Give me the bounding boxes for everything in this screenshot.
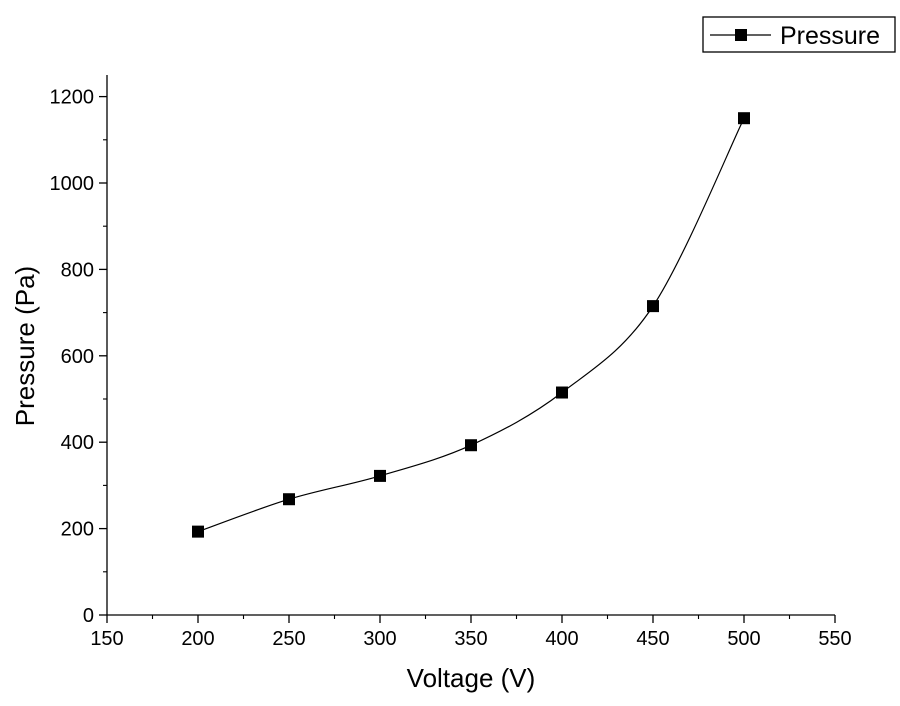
x-tick-label: 350 xyxy=(454,628,487,650)
y-tick-label: 1000 xyxy=(50,173,95,195)
series-line xyxy=(197,117,745,533)
x-tick-label: 500 xyxy=(727,628,760,650)
y-axis-label: Pressure (Pa) xyxy=(10,266,40,426)
x-tick-label: 450 xyxy=(636,628,669,650)
axes: 150 200 250 300 350 400 450 500 550 0 200 400 600 800… xyxy=(50,75,852,650)
x-axis-label: Voltage (V) xyxy=(407,663,536,693)
data-point xyxy=(374,469,386,482)
x-tick-label: 250 xyxy=(272,628,305,650)
y-tick-label: 0 xyxy=(83,605,94,627)
y-tick-label: 800 xyxy=(61,259,94,281)
legend-marker xyxy=(735,29,747,41)
data-point xyxy=(647,300,659,313)
series-pressure xyxy=(192,112,750,538)
x-tick-label: 300 xyxy=(363,628,396,650)
y-tick-label: 400 xyxy=(61,432,94,454)
y-tick-label: 1200 xyxy=(50,87,95,109)
y-tick-label: 600 xyxy=(61,346,94,368)
legend-label: Pressure xyxy=(780,22,880,50)
data-point xyxy=(465,439,477,452)
x-tick-label: 400 xyxy=(545,628,578,650)
data-point xyxy=(738,112,750,125)
data-point xyxy=(192,525,204,538)
x-tick-label: 200 xyxy=(181,628,214,650)
legend: Pressure xyxy=(702,16,896,53)
x-tick-label: 550 xyxy=(818,628,851,650)
data-point xyxy=(556,386,568,399)
y-tick-label: 200 xyxy=(61,519,94,541)
x-tick-label: 150 xyxy=(90,628,123,650)
data-point xyxy=(283,493,295,506)
